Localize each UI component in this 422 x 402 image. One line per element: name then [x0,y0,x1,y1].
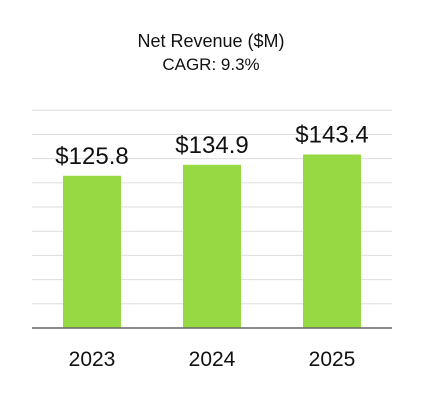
data-labels: $125.8 $134.9 $143.4 [55,121,368,169]
x-tick-2025: 2025 [309,348,356,371]
chart-subtitle: CAGR: 9.3% [162,55,259,74]
chart-title: Net Revenue ($M) [137,31,284,51]
x-axis-ticks: 2023 2024 2025 [69,348,356,371]
data-label-2025: $143.4 [295,121,368,148]
bar-2023 [63,175,121,328]
bar-2024 [183,164,241,328]
data-label-2024: $134.9 [175,132,248,159]
data-label-2023: $125.8 [55,143,128,170]
x-tick-2024: 2024 [189,348,236,371]
bars [63,154,361,328]
bar-2025 [303,154,361,328]
x-tick-2023: 2023 [69,348,116,371]
